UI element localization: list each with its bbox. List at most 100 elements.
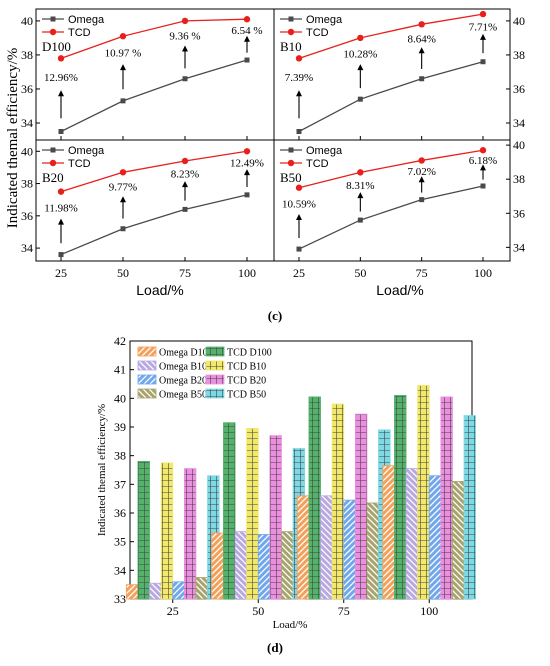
legend-marker-omega bbox=[288, 147, 294, 153]
panel-label: B50 bbox=[280, 170, 302, 185]
bar bbox=[223, 422, 236, 600]
tcd-point bbox=[295, 55, 303, 62]
c-ylabel: Indicated themal efficiency/% bbox=[5, 48, 21, 228]
arrow-head bbox=[182, 181, 188, 188]
series-line-omega bbox=[60, 59, 248, 133]
improvement-label: 7.71% bbox=[469, 21, 497, 33]
bar bbox=[331, 403, 345, 600]
d-ylabel: Indicated themal efficiency/% bbox=[96, 404, 108, 536]
bar bbox=[405, 468, 419, 600]
legend-label: Omega B50 bbox=[159, 390, 207, 401]
bar bbox=[172, 581, 185, 600]
legend-label-tcd: TCD bbox=[68, 158, 91, 170]
arrow-head bbox=[182, 45, 188, 52]
x-tick-label: 100 bbox=[420, 604, 438, 618]
legend-label: TCD B50 bbox=[227, 390, 266, 401]
tcd-point bbox=[357, 169, 364, 176]
bar bbox=[160, 462, 174, 600]
tcd-point bbox=[418, 21, 425, 28]
c-xlabel-right: Load/% bbox=[376, 282, 423, 298]
tcd-point bbox=[243, 148, 251, 155]
x-tick-label: 75 bbox=[179, 266, 191, 280]
arrow-head bbox=[58, 90, 64, 97]
x-tick-label: 100 bbox=[474, 266, 492, 280]
improvement-label: 10.59% bbox=[282, 198, 316, 210]
bar bbox=[281, 531, 294, 600]
omega-point bbox=[182, 76, 188, 82]
legend-label: TCD B10 bbox=[227, 362, 266, 373]
x-tick-label: 75 bbox=[338, 604, 350, 618]
bar bbox=[320, 495, 333, 600]
y-tick-label: 34 bbox=[513, 240, 525, 254]
legend-label-tcd: TCD bbox=[306, 27, 329, 39]
omega-point bbox=[120, 226, 126, 232]
bar bbox=[382, 465, 395, 600]
bar bbox=[343, 499, 356, 600]
x-tick-label: 25 bbox=[293, 266, 305, 280]
legend-label-tcd: TCD bbox=[306, 158, 329, 170]
y-tick-label: 34 bbox=[114, 563, 126, 577]
bar bbox=[125, 584, 139, 600]
omega-point bbox=[58, 128, 64, 134]
arrow-head bbox=[120, 196, 126, 203]
series-line-omega bbox=[298, 61, 484, 133]
legend-label: Omega B10 bbox=[159, 362, 207, 373]
omega-point bbox=[480, 59, 486, 65]
arrow-head bbox=[480, 164, 486, 171]
bar bbox=[149, 582, 162, 600]
omega-point bbox=[296, 128, 302, 134]
series-line-omega bbox=[298, 185, 484, 250]
tcd-point bbox=[119, 33, 127, 40]
arrow-head bbox=[418, 176, 425, 183]
arrow-head bbox=[296, 213, 302, 220]
y-tick-label: 38 bbox=[513, 172, 525, 186]
improvement-label: 9.77% bbox=[109, 182, 137, 194]
legend-marker-tcd bbox=[49, 159, 57, 167]
bar bbox=[195, 577, 208, 600]
omega-point bbox=[296, 246, 302, 252]
arrow-head bbox=[480, 33, 486, 40]
tcd-point bbox=[181, 17, 189, 25]
y-tick-label: 36 bbox=[114, 506, 126, 520]
x-tick-label: 25 bbox=[55, 266, 67, 280]
improvement-label: 6.18% bbox=[469, 155, 497, 167]
legend-label: TCD D100 bbox=[227, 348, 272, 359]
tcd-point bbox=[181, 157, 189, 165]
bar bbox=[463, 415, 477, 600]
y-tick-label: 40 bbox=[21, 144, 33, 158]
panel-label: B10 bbox=[280, 39, 302, 54]
arrow-head bbox=[357, 192, 364, 199]
y-tick-label: 38 bbox=[21, 48, 33, 62]
bar bbox=[428, 475, 442, 600]
legend-label: TCD B20 bbox=[227, 376, 266, 387]
bar bbox=[211, 532, 224, 600]
x-tick-label: 25 bbox=[167, 604, 179, 618]
arrow-head bbox=[58, 218, 64, 225]
improvement-label: 8.64% bbox=[407, 33, 435, 45]
tcd-point bbox=[479, 10, 487, 18]
c-xlabel: Load/% bbox=[136, 282, 183, 298]
y-tick-label: 33 bbox=[114, 592, 126, 606]
tcd-point bbox=[57, 55, 65, 62]
improvement-label: 11.98% bbox=[44, 203, 78, 215]
panel-label: D100 bbox=[42, 39, 71, 54]
tcd-point bbox=[57, 188, 65, 195]
omega-point bbox=[120, 98, 126, 104]
y-tick-label: 36 bbox=[513, 206, 525, 220]
y-tick-label: 42 bbox=[114, 334, 126, 348]
legend-marker-tcd bbox=[287, 28, 295, 36]
legend-swatch bbox=[205, 346, 225, 357]
improvement-label: 6.54 % bbox=[231, 25, 262, 37]
y-tick-label: 36 bbox=[21, 209, 33, 223]
y-tick-label: 41 bbox=[114, 363, 126, 377]
y-tick-label: 38 bbox=[114, 449, 126, 463]
x-tick-label: 75 bbox=[416, 266, 428, 280]
arrow-head bbox=[357, 64, 364, 71]
improvement-label: 8.23% bbox=[171, 169, 199, 181]
legend-swatch bbox=[137, 360, 157, 371]
tcd-point bbox=[243, 16, 251, 23]
legend-marker-omega bbox=[50, 147, 56, 153]
legend-label-omega: Omega bbox=[306, 14, 343, 26]
c-caption: (c) bbox=[268, 308, 282, 323]
legend-swatch bbox=[137, 346, 157, 357]
